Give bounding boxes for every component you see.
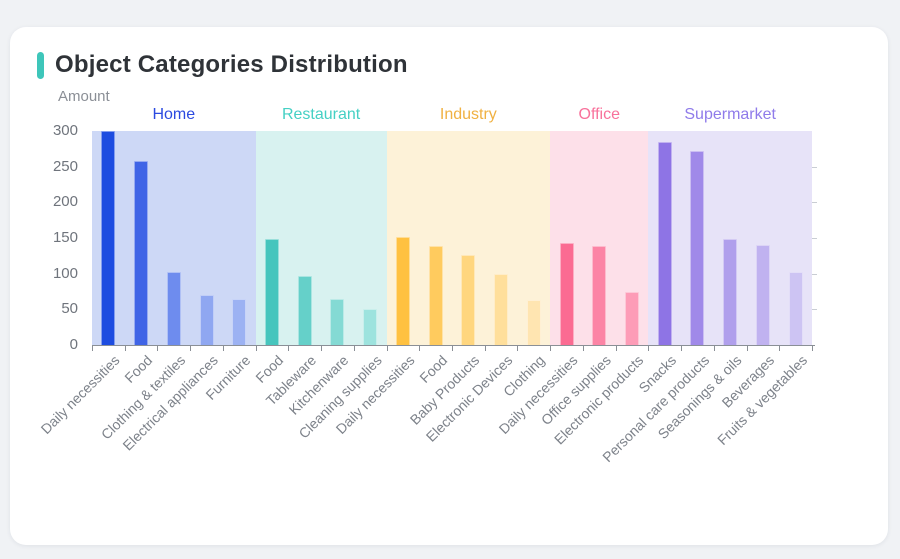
bar-baby-products[interactable] — [461, 255, 476, 345]
x-axis-tick — [550, 345, 552, 351]
x-axis-tick — [288, 345, 290, 351]
bar-clothing-textiles[interactable] — [166, 271, 181, 345]
bar-cleaning-supplies[interactable] — [363, 308, 378, 345]
group-label-restaurant: Restaurant — [281, 106, 361, 123]
bar-seasonings-oils[interactable] — [723, 238, 738, 345]
y-axis-right-tick — [811, 166, 817, 168]
x-axis-tick — [484, 345, 486, 351]
x-axis-tick — [124, 345, 126, 351]
x-axis-tick — [812, 345, 813, 351]
bar-electrical-appliances[interactable] — [199, 295, 214, 345]
y-axis-right-tick — [811, 238, 817, 239]
y-axis-right-tick — [811, 202, 817, 204]
bar-snacks[interactable] — [657, 141, 672, 345]
y-tick-label: 200 — [52, 193, 78, 211]
bar-daily-necessities[interactable] — [101, 131, 116, 345]
group-label-home: Home — [152, 106, 196, 123]
x-axis-tick — [321, 345, 323, 351]
bar-kitchenware[interactable] — [330, 298, 345, 345]
bar-office-supplies[interactable] — [592, 245, 607, 345]
bar-food[interactable] — [134, 160, 149, 345]
x-axis-tick — [746, 345, 748, 351]
bar-tableware[interactable] — [297, 275, 312, 345]
x-axis-tick — [386, 345, 388, 351]
y-tick-label: 0 — [69, 336, 78, 353]
y-axis-right-tick — [811, 273, 817, 275]
x-axis-line — [92, 345, 815, 346]
y-tick-label: 50 — [61, 300, 78, 318]
x-axis-tick — [681, 345, 683, 351]
x-axis-tick — [648, 345, 650, 351]
bar-beverages[interactable] — [755, 245, 770, 345]
x-axis-tick — [419, 345, 421, 351]
bar-food[interactable] — [428, 245, 443, 345]
x-axis-tick — [582, 345, 584, 351]
y-axis-right-tick — [811, 309, 817, 311]
y-tick-label: 250 — [52, 157, 78, 175]
bar-electronic-devices[interactable] — [494, 273, 509, 345]
bar-daily-necessities[interactable] — [559, 242, 574, 345]
x-axis-tick — [713, 345, 715, 351]
chart-header: Object Categories Distribution — [37, 49, 408, 81]
bar-food[interactable] — [265, 238, 279, 345]
y-axis-title: Amount — [58, 88, 110, 105]
group-label-industry: Industry — [439, 106, 497, 123]
title-accent-bar — [37, 51, 44, 79]
bar-furniture[interactable] — [232, 298, 247, 345]
bar-personal-care-products[interactable] — [690, 150, 705, 345]
x-axis-tick — [779, 345, 781, 351]
bar-clothing[interactable] — [526, 300, 541, 345]
bar-fruits-vegetables[interactable] — [788, 272, 803, 345]
x-axis-tick — [222, 345, 224, 351]
y-tick-label: 150 — [52, 229, 78, 246]
x-axis-tick — [517, 345, 519, 351]
x-axis-tick — [92, 345, 93, 351]
group-label-office: Office — [578, 106, 621, 123]
y-tick-label: 300 — [52, 122, 78, 139]
x-axis-tick — [255, 345, 257, 351]
bar-daily-necessities[interactable] — [395, 237, 410, 345]
x-axis-tick — [615, 345, 617, 351]
x-axis-tick — [452, 345, 453, 351]
group-label-supermarket: Supermarket — [684, 106, 776, 123]
y-tick-label: 100 — [52, 264, 78, 282]
x-axis-tick — [157, 345, 159, 351]
x-axis-tick — [353, 345, 355, 351]
x-axis-tick — [190, 345, 192, 351]
bar-electronic-products[interactable] — [625, 291, 639, 345]
page-title: Object Categories Distribution — [55, 51, 408, 78]
